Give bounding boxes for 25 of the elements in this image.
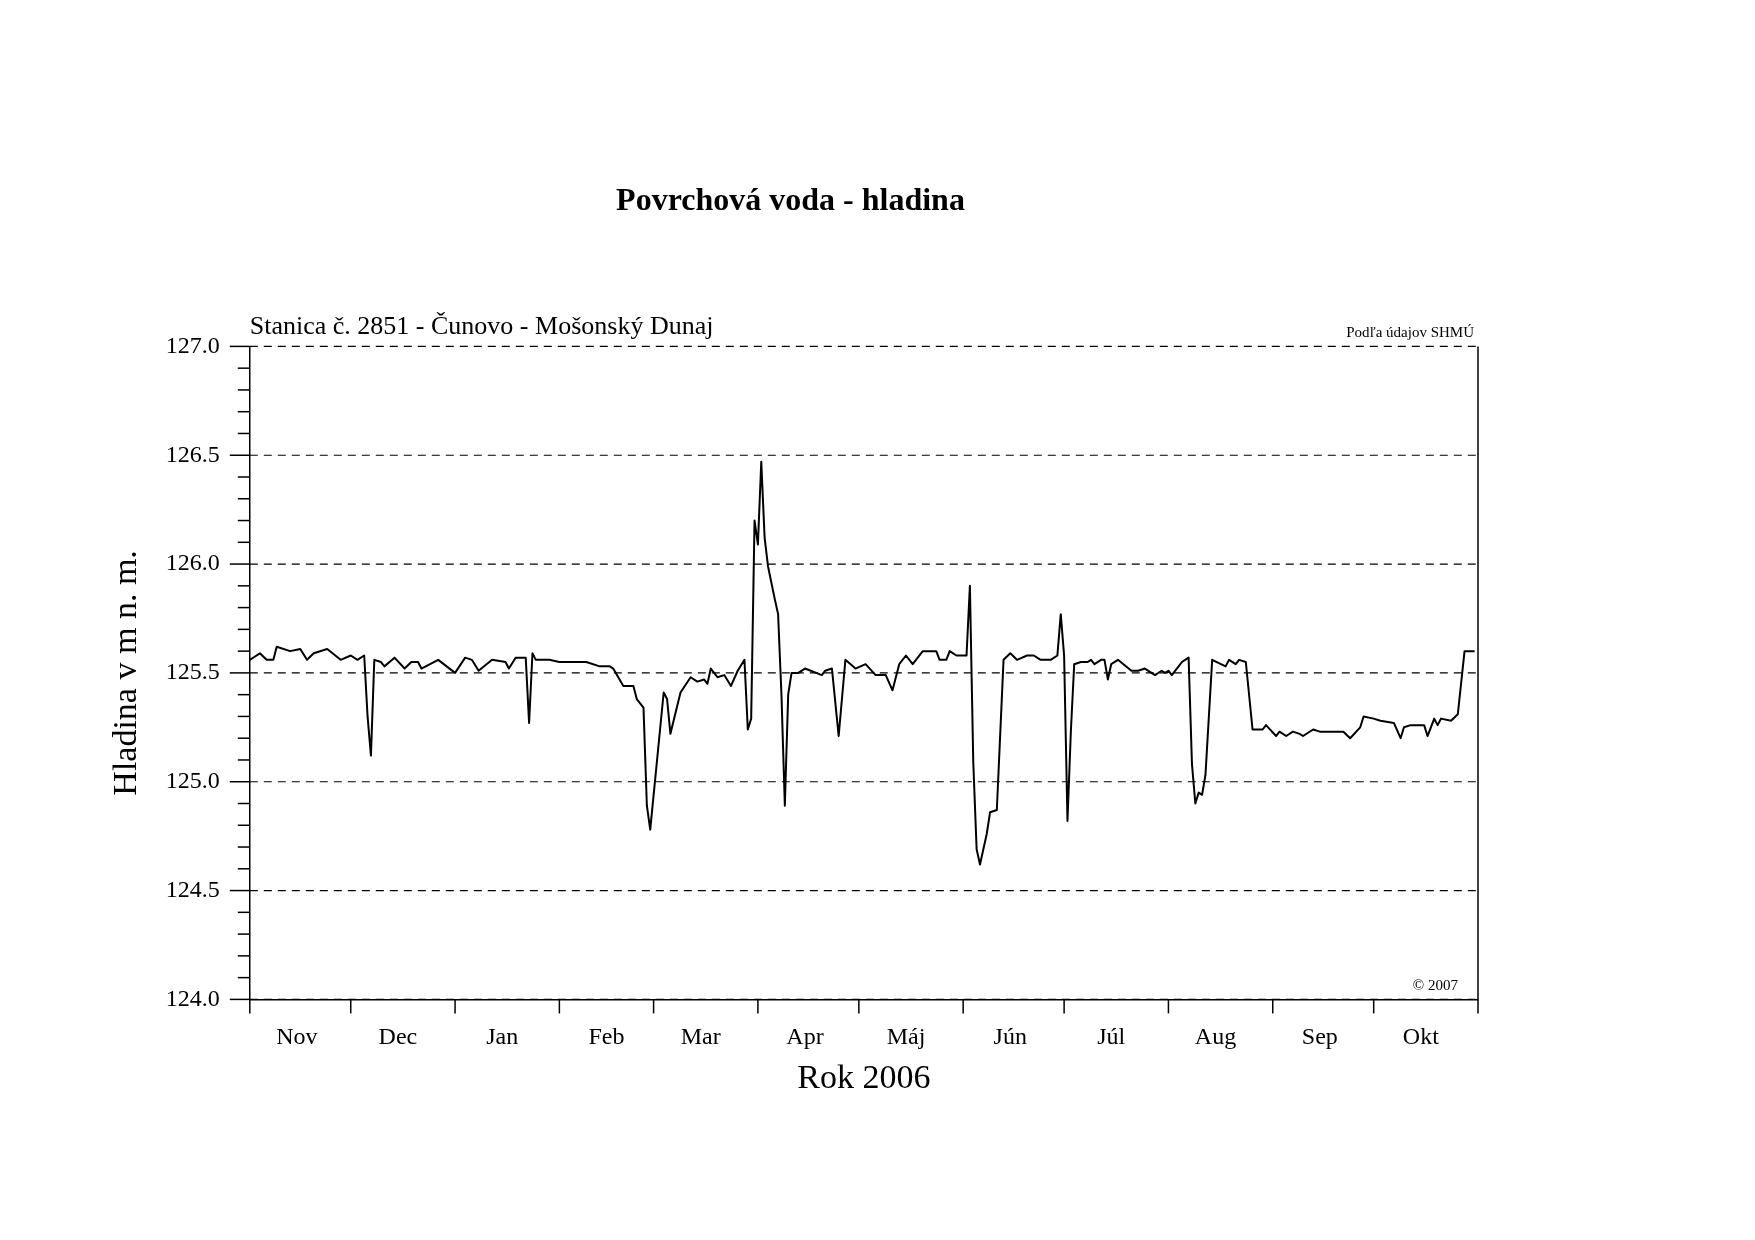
x-axis-title: Rok 2006 xyxy=(797,1057,931,1095)
y-tick-label: 124.0 xyxy=(165,984,220,1011)
y-axis-title: Hladina v m n. m. xyxy=(106,550,144,796)
x-tick-label: Mar xyxy=(680,1023,721,1050)
y-tick-label: 126.5 xyxy=(165,440,220,467)
y-tick-label: 124.5 xyxy=(165,875,220,902)
x-tick-label: Apr xyxy=(786,1023,824,1050)
x-tick-label: Máj xyxy=(886,1023,926,1050)
y-tick-label: 125.0 xyxy=(165,767,220,794)
y-tick-label: 126.0 xyxy=(165,549,220,576)
y-tick-label: 125.5 xyxy=(165,658,220,685)
x-tick-label: Júl xyxy=(1097,1023,1126,1050)
text: Podľa údajov SHMÚ xyxy=(1346,323,1475,340)
x-tick-label: Jan xyxy=(486,1023,519,1050)
y-tick-label: 127.0 xyxy=(165,331,220,358)
x-tick-label: Jún xyxy=(993,1023,1027,1050)
x-tick-label: Aug xyxy=(1194,1023,1237,1050)
x-tick-label: Sep xyxy=(1301,1023,1338,1050)
x-tick-label: Dec xyxy=(378,1023,418,1050)
chart-title: Povrchová voda - hladina xyxy=(616,181,965,218)
x-tick-label: Okt xyxy=(1402,1023,1440,1050)
annotation: © 2007 xyxy=(1412,976,1459,993)
x-tick-label: Nov xyxy=(276,1023,318,1050)
x-tick-label: Feb xyxy=(588,1023,625,1050)
chart-subtitle: Stanica č. 2851 - Čunovo - Mošonský Dunaj xyxy=(249,311,714,341)
